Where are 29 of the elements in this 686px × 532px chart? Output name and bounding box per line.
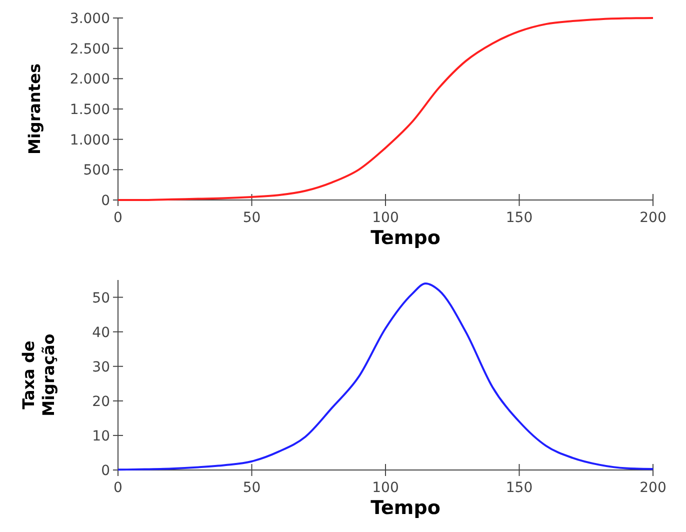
line-series (117, 17, 654, 201)
x-tick-label: 200 (640, 210, 666, 226)
y-tick-label: 0 (101, 463, 110, 479)
y-tick-label: 50 (92, 290, 110, 306)
y-tick-label: 2.500 (70, 41, 110, 58)
x-tick-label: 100 (372, 210, 399, 226)
x-tick-label: 200 (640, 480, 666, 496)
x-axis-title: Tempo (370, 497, 440, 519)
x-axis-title: Tempo (370, 227, 440, 249)
y-tick-label: 30 (92, 359, 110, 376)
y-tick-label: 3.000 (70, 11, 110, 27)
x-tick-label: 100 (372, 480, 399, 496)
x-tick-label: 50 (242, 480, 261, 496)
x-tick-label: 150 (506, 210, 533, 226)
y-tick-label: 2.000 (70, 72, 110, 88)
y-tick-label: 1.000 (70, 132, 110, 148)
y-tick-label: 500 (83, 162, 110, 179)
y-axis-title: Migrantes (25, 64, 44, 154)
y-tick-label: 0 (101, 193, 110, 209)
y-tick-label: 10 (92, 428, 110, 444)
x-tick-label: 50 (242, 210, 261, 226)
x-tick-label: 0 (114, 210, 122, 226)
x-tick-label: 150 (506, 480, 533, 496)
line-series (117, 282, 654, 471)
x-tick-label: 0 (114, 480, 122, 496)
y-tick-label: 40 (92, 324, 110, 341)
y-tick-label: 1.500 (70, 102, 110, 118)
y-tick-label: 20 (92, 394, 110, 410)
y-axis-title: Taxa de Migração (19, 334, 58, 416)
